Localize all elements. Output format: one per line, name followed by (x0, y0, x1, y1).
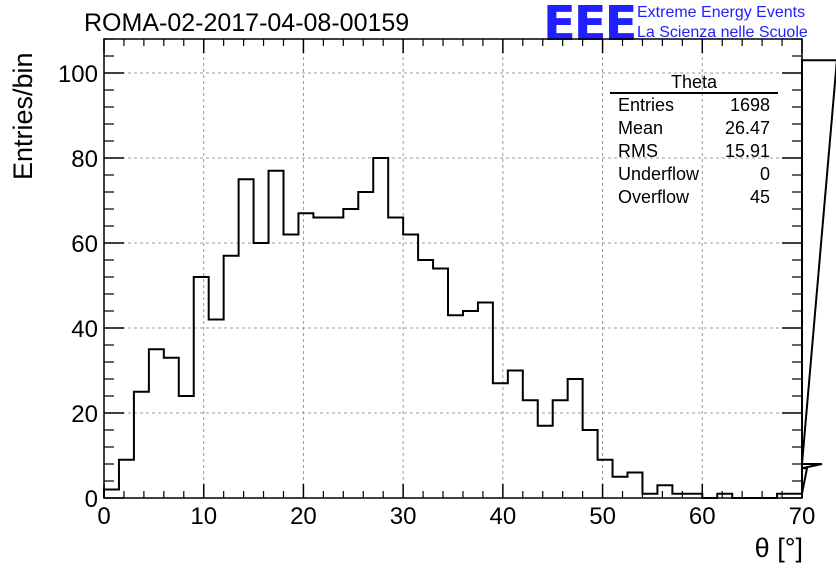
stats-value: 15.91 (724, 141, 770, 161)
x-tick-label: 50 (589, 503, 616, 530)
x-tick-label: 30 (390, 503, 417, 530)
y-axis-label: Entries/bin (8, 52, 38, 180)
x-tick-label: 0 (97, 503, 110, 530)
histogram-bin (523, 400, 538, 498)
histogram-bin (328, 218, 343, 499)
stats-value: 0 (759, 164, 770, 184)
stats-value: 26.47 (724, 118, 770, 138)
histogram-bin (388, 218, 403, 499)
stats-label: Overflow (618, 187, 690, 207)
histogram-bin (493, 383, 508, 498)
histogram-bin (104, 490, 119, 499)
histogram-bin (373, 158, 388, 498)
histogram-bin (224, 256, 239, 498)
histogram-bin (179, 396, 194, 498)
y-tick-label: 40 (71, 316, 98, 343)
histogram-bin (433, 269, 448, 499)
stats-row-rms: RMS 15.91 (610, 140, 778, 163)
stats-box: Theta Entries 1698 Mean 26.47 RMS 15.91 … (610, 72, 778, 209)
plot-frame (103, 38, 803, 499)
histogram-bin (313, 218, 328, 499)
eee-tagline-2: La Scienza nelle Scuole (637, 24, 808, 41)
histogram-bin (478, 303, 493, 499)
y-tick-label: 60 (71, 231, 98, 258)
stats-label: RMS (618, 141, 658, 161)
run-title: ROMA-02-2017-04-08-00159 (84, 9, 410, 37)
histogram-bin (508, 371, 523, 499)
stats-row-overflow: Overflow 45 (610, 186, 778, 209)
histogram-bin (613, 477, 628, 498)
histogram-bin (583, 430, 598, 498)
histogram-bin (598, 460, 613, 498)
x-tick-label: 20 (290, 503, 317, 530)
histogram-bin (343, 209, 358, 498)
histogram-bin (239, 179, 254, 498)
histogram-bin (269, 171, 284, 498)
histogram-bin (553, 400, 568, 498)
y-tick-label: 100 (58, 61, 98, 88)
stats-title: Theta (610, 72, 778, 94)
stats-value: 45 (749, 187, 770, 207)
y-tick-label: 80 (71, 146, 98, 173)
histogram-bin (418, 260, 433, 498)
histogram-bin (283, 235, 298, 499)
histogram-bin (119, 460, 134, 498)
histogram-bin (254, 243, 269, 498)
y-axis-label-wrap: Entries/bin (8, 52, 38, 200)
stats-label: Entries (618, 95, 675, 115)
histogram-bin (164, 358, 179, 498)
stats-value: 1698 (729, 95, 770, 115)
x-tick-label: 70 (789, 503, 816, 530)
histogram-bin (403, 235, 418, 499)
stats-label: Underflow (618, 164, 700, 184)
x-axis-label: θ [°] (754, 533, 803, 563)
eee-tagline-1: Extreme Energy Events (637, 4, 806, 21)
histogram-bin (194, 277, 209, 498)
histogram-bin (448, 315, 463, 498)
eee-logo: EEE (543, 0, 637, 52)
x-tick-label: 10 (190, 503, 217, 530)
stats-row-mean: Mean 26.47 (610, 117, 778, 140)
histogram-bin (538, 426, 553, 498)
histogram-bin (149, 349, 164, 498)
histogram-bin (463, 311, 478, 498)
stats-label: Mean (618, 118, 664, 138)
histogram-bin (657, 485, 672, 498)
histogram-bin (298, 213, 313, 498)
stats-row-underflow: Underflow 0 (610, 163, 778, 186)
stats-row-entries: Entries 1698 (610, 94, 778, 117)
x-tick-label: 40 (490, 503, 517, 530)
y-tick-label: 20 (71, 401, 98, 428)
x-tick-label: 60 (689, 503, 716, 530)
histogram-bin (628, 473, 643, 499)
y-tick-label: 0 (85, 486, 98, 513)
histogram-bin (134, 392, 149, 498)
histogram-bin (358, 192, 373, 498)
histogram-bin (209, 320, 224, 499)
histogram-bin (568, 379, 583, 498)
